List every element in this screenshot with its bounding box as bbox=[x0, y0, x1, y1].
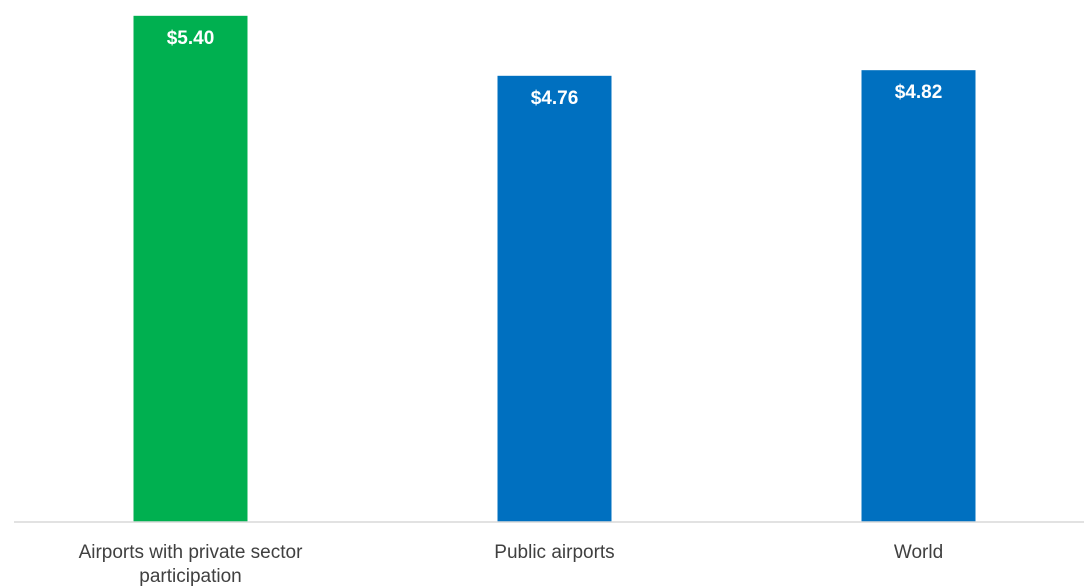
bar-1 bbox=[497, 75, 612, 523]
value-labels-group: $5.40 $4.76 $4.82 bbox=[167, 28, 943, 109]
bar-value-label-2: $4.82 bbox=[895, 82, 943, 103]
bar-value-label-1: $4.76 bbox=[531, 88, 579, 109]
bar-2 bbox=[861, 70, 976, 522]
category-label-2: World bbox=[894, 542, 943, 563]
category-label-0: Airports with private sector participatio… bbox=[79, 542, 304, 587]
bar-value-label-0: $5.40 bbox=[167, 28, 215, 49]
bars-group bbox=[133, 15, 976, 523]
category-labels-group: Airports with private sector participatio… bbox=[79, 542, 944, 587]
bar-0 bbox=[133, 15, 248, 522]
category-label-1: Public airports bbox=[494, 542, 614, 563]
